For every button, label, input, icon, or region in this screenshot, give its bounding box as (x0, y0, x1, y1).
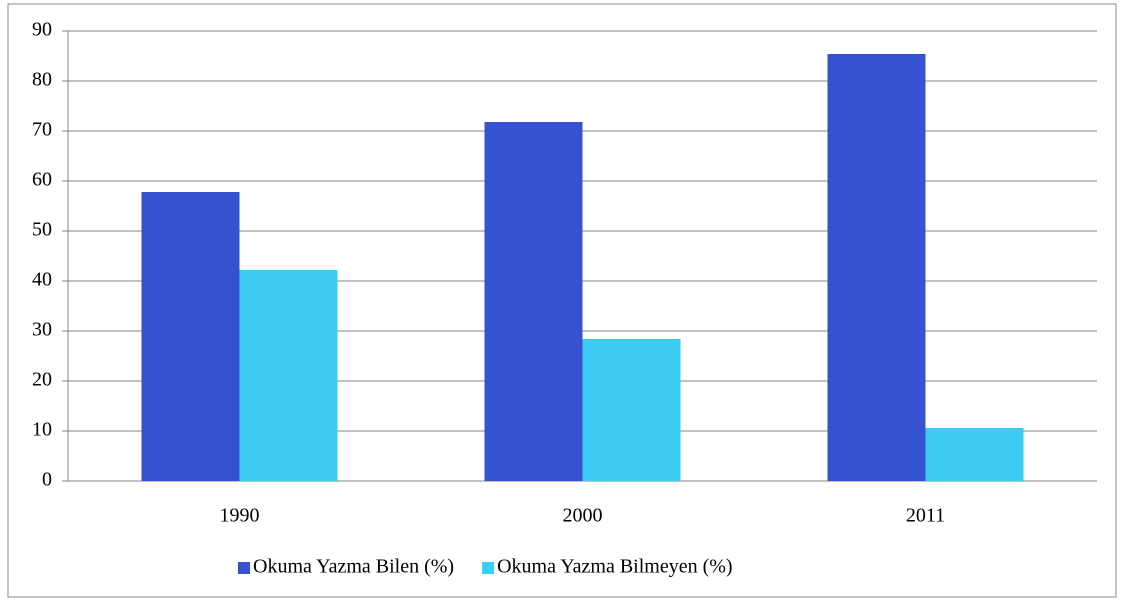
x-tick-label: 1990 (220, 505, 260, 527)
bar (582, 339, 681, 481)
y-tick-label: 90 (32, 19, 52, 41)
y-tick-label: 60 (32, 169, 52, 191)
y-tick-label: 80 (32, 69, 52, 91)
y-tick-label: 20 (32, 369, 52, 391)
bar (141, 192, 240, 481)
x-tick-label: 2011 (906, 505, 945, 527)
bar (827, 54, 926, 481)
bar (239, 270, 338, 481)
y-tick-label: 0 (42, 469, 52, 491)
x-tick-label: 2000 (563, 505, 603, 527)
bar (484, 122, 583, 481)
y-tick-label: 10 (32, 419, 52, 441)
legend-label: Okuma Yazma Bilen (%) (253, 556, 454, 578)
y-tick-label: 30 (32, 319, 52, 341)
bar (925, 428, 1024, 481)
y-tick-label: 40 (32, 269, 52, 291)
legend-label: Okuma Yazma Bilmeyen (%) (497, 556, 733, 578)
legend-swatch (482, 562, 495, 574)
legend-swatch (238, 562, 250, 574)
y-tick-label: 50 (32, 219, 52, 241)
y-tick-label: 70 (32, 119, 52, 141)
